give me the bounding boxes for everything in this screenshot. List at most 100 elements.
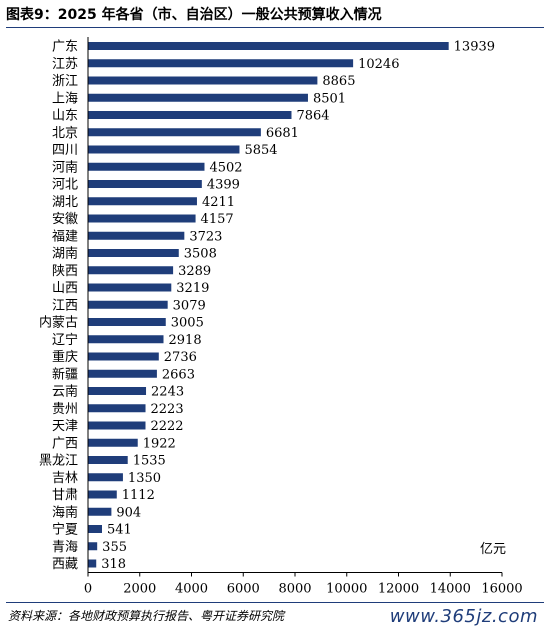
x-tick-label: 0 [84,582,92,597]
category-label: 西藏 [52,557,78,572]
category-label: 浙江 [52,74,78,89]
category-label: 云南 [52,384,78,400]
category-label: 上海 [52,91,78,106]
bar [88,111,292,119]
source-note: 资料来源：各地财政预算执行报告、粤开证券研究院 [8,609,285,623]
bar [88,197,197,206]
category-label: 山西 [52,281,78,296]
value-label: 2918 [169,333,202,348]
bar [88,249,179,257]
bar [88,300,168,309]
category-label: 青海 [52,540,78,555]
value-label: 4211 [202,195,235,210]
value-label: 2663 [162,367,195,382]
category-label: 福建 [52,229,78,244]
category-label: 安徽 [52,212,78,227]
category-label: 河北 [52,178,78,193]
bar [88,59,354,68]
value-label: 3508 [184,247,217,262]
bar [88,473,123,482]
category-label: 贵州 [52,402,78,417]
category-label: 江西 [52,298,78,313]
bar [88,490,117,499]
bar [88,507,112,516]
bar [88,76,318,85]
bar [88,352,159,361]
value-label: 2223 [151,402,184,417]
x-tick-label: 10000 [326,582,367,597]
value-label: 355 [102,540,127,555]
value-label: 3079 [173,298,206,313]
category-label: 内蒙古 [39,315,78,331]
category-label: 湖南 [52,246,78,262]
x-tick-label: 16000 [481,582,522,597]
value-label: 2243 [151,385,184,400]
bar [88,404,146,413]
bar [88,128,261,137]
bar [88,231,185,240]
category-label: 新疆 [52,366,78,382]
value-label: 1922 [143,436,176,451]
value-label: 541 [107,523,132,538]
value-label: 2736 [164,350,197,365]
value-label: 8865 [322,74,355,89]
category-label: 湖北 [52,195,78,210]
bar [88,387,147,395]
bar [88,318,166,326]
bar [88,214,196,223]
bar [88,180,202,188]
value-label: 3289 [178,264,211,279]
value-label: 8501 [313,91,346,106]
value-label: 2222 [150,419,183,434]
value-label: 4157 [201,212,234,227]
bar [88,456,128,464]
bar [88,145,240,154]
bar [88,335,164,344]
category-label: 重庆 [52,349,78,365]
category-label: 海南 [52,504,78,520]
bar [88,266,174,275]
bar [88,421,146,430]
bar [88,559,97,568]
value-label: 318 [101,557,126,572]
bar [88,438,138,447]
unit-label: 亿元 [480,542,506,557]
value-label: 904 [116,505,141,520]
category-label: 河南 [52,159,78,175]
x-tick-label: 2000 [123,582,156,597]
value-label: 3219 [176,281,209,296]
bar [88,525,102,533]
value-label: 7864 [296,109,329,124]
value-label: 13939 [454,40,495,55]
category-label: 黑龙江 [39,454,78,469]
bar [88,369,157,378]
top-rule [6,27,544,28]
category-label: 四川 [52,143,78,158]
value-label: 10246 [358,57,399,72]
category-label: 宁夏 [52,522,78,538]
value-label: 5854 [244,143,277,158]
bar [88,162,205,171]
value-label: 3005 [171,316,204,331]
value-label: 1350 [128,471,161,486]
category-label: 辽宁 [52,332,78,348]
bar-chart: 广东 13939 江苏 10246 浙江 8865 上海 8501 山东 7864 北京 6681 四川… [39,37,523,597]
watermark-text: www.365jz.com [389,606,538,627]
category-label: 山东 [52,109,78,124]
value-label: 3723 [189,229,222,244]
category-label: 江苏 [52,56,78,72]
category-label: 甘肃 [52,488,78,503]
category-label: 广东 [52,40,78,55]
bar [88,93,308,102]
x-tick-label: 14000 [430,582,471,597]
category-label: 北京 [52,126,78,141]
value-label: 4502 [209,160,242,175]
category-label: 广西 [52,436,78,451]
value-label: 1535 [133,454,166,469]
value-label: 6681 [266,126,299,141]
category-label: 陕西 [52,264,78,279]
bar [88,542,98,551]
bottom-rule [6,602,544,603]
category-label: 吉林 [52,471,78,486]
x-tick-label: 4000 [175,582,208,597]
